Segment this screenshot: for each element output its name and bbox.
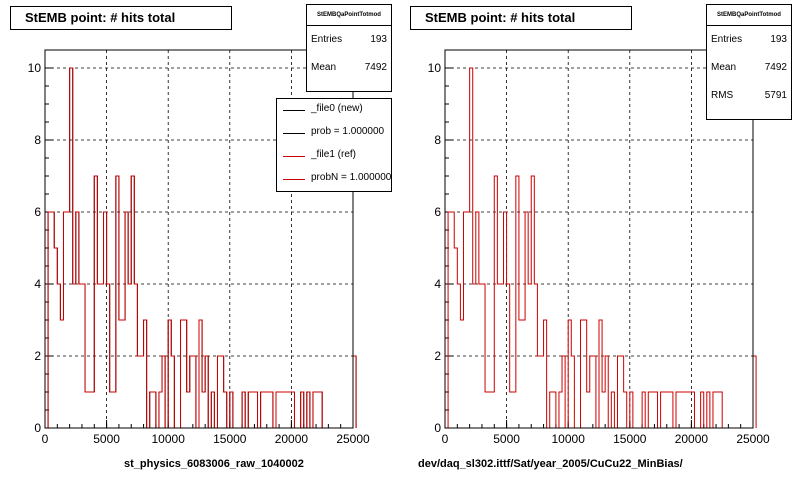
right-stats-rms-value: 5791 [764,90,787,101]
right-stats-box: StEMBQaPointTotmod Entries 193 Mean 7492… [706,4,792,120]
right-x-tick-label: 0 [442,432,449,446]
legend-line-file1 [283,156,305,157]
left-x-tick-label: 10000 [152,432,186,446]
right-y-tick-label: 8 [434,133,441,147]
left-x-tick-label: 15000 [213,432,247,446]
right-plot-border [444,49,754,429]
right-stats-rms-label: RMS [711,90,734,101]
legend-line-probn [283,179,305,180]
right-stats-mean-label: Mean [711,62,737,73]
left-stats-entries-value: 193 [370,34,387,45]
legend-entry-prob: prob = 1.000000 [277,123,391,143]
left-x-tick-label: 25000 [336,432,370,446]
legend-entry-file1: _file1 (ref) [277,146,391,166]
right-stats-name: StEMBQaPointTotmod [707,5,791,26]
left-x-tick-label: 0 [42,432,49,446]
right-y-tick-label: 4 [434,277,441,291]
left-x-tick-label: 20000 [275,432,309,446]
left-stats-row-mean: Mean 7492 [307,54,391,82]
left-y-tick-label: 4 [34,277,41,291]
legend-entry-file0: _file0 (new) [277,100,391,120]
right-x-tick-label: 10000 [552,432,586,446]
legend-label-file1: _file1 (ref) [311,149,357,160]
right-stats-row-entries: Entries 193 [707,26,791,54]
left-y-tick-label: 2 [34,349,41,363]
left-y-tick-label: 10 [28,61,42,75]
left-x-axis-title: st_physics_6083006_raw_1040002 [124,458,304,470]
legend-label-file0: _file0 (new) [311,103,363,114]
right-y-tick-label: 2 [434,349,441,363]
right-y-tick-label: 10 [428,61,442,75]
legend-label-probn: probN = 1.000000 [311,172,392,183]
left-x-tick-label: 5000 [93,432,120,446]
right-stats-entries-label: Entries [711,34,743,45]
left-y-tick-label: 8 [34,133,41,147]
left-stats-box: StEMBQaPointTotmod Entries 193 Mean 7492 [306,4,392,92]
left-y-tick-label: 6 [34,205,41,219]
left-legend: _file0 (new) prob = 1.000000 _file1 (ref… [276,98,392,192]
right-chart-title: StEMB point: # hits total [410,6,632,30]
left-plot-border [44,49,354,429]
left-y-tick-label: 0 [34,421,41,435]
right-x-tick-label: 15000 [613,432,647,446]
right-stats-mean-value: 7492 [764,62,787,73]
right-x-tick-label: 25000 [736,432,770,446]
right-y-tick-label: 0 [434,421,441,435]
right-stats-entries-value: 193 [770,34,787,45]
right-x-tick-label: 20000 [675,432,709,446]
left-stats-mean-label: Mean [311,62,337,73]
right-x-axis-title: dev/daq_sl302.ittf/Sat/year_2005/CuCu22_… [418,458,683,470]
right-y-tick-label: 6 [434,205,441,219]
legend-line-prob [283,133,305,134]
legend-line-file0 [283,110,305,111]
left-stats-name: StEMBQaPointTotmod [307,5,391,26]
right-x-tick-label: 5000 [493,432,520,446]
left-stats-entries-label: Entries [311,34,343,45]
left-stats-row-entries: Entries 193 [307,26,391,54]
left-stats-mean-value: 7492 [364,62,387,73]
right-stats-row-mean: Mean 7492 [707,54,791,82]
right-stats-row-rms: RMS 5791 [707,82,791,110]
legend-entry-probn: probN = 1.000000 [277,169,392,189]
left-chart-title: StEMB point: # hits total [10,6,232,30]
legend-label-prob: prob = 1.000000 [311,126,385,137]
